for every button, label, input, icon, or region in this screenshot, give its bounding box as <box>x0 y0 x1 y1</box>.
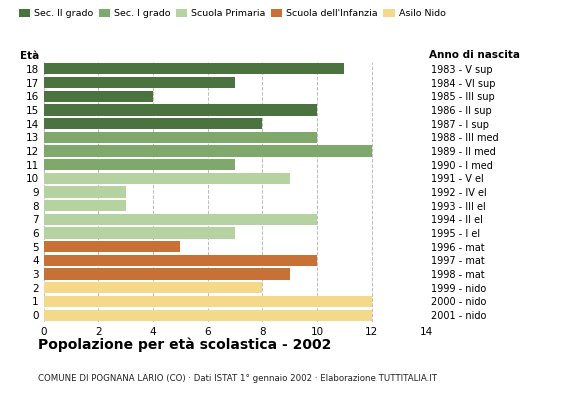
Bar <box>44 310 372 321</box>
Bar <box>44 186 125 198</box>
Bar <box>44 159 235 170</box>
Bar <box>44 63 345 74</box>
Bar <box>44 296 372 307</box>
Bar <box>44 214 317 225</box>
Bar <box>44 268 289 280</box>
Bar <box>44 77 235 88</box>
Bar <box>44 145 372 156</box>
Bar <box>44 228 235 239</box>
Text: Popolazione per età scolastica - 2002: Popolazione per età scolastica - 2002 <box>38 338 331 352</box>
Bar <box>44 104 317 116</box>
Text: Anno di nascita: Anno di nascita <box>429 50 520 60</box>
Bar <box>44 241 180 252</box>
Bar <box>44 132 317 143</box>
Bar <box>44 90 153 102</box>
Bar <box>44 118 262 129</box>
Legend: Sec. II grado, Sec. I grado, Scuola Primaria, Scuola dell'Infanzia, Asilo Nido: Sec. II grado, Sec. I grado, Scuola Prim… <box>19 9 445 18</box>
Text: Età: Età <box>20 52 39 62</box>
Bar <box>44 255 317 266</box>
Bar <box>44 282 262 294</box>
Text: COMUNE DI POGNANA LARIO (CO) · Dati ISTAT 1° gennaio 2002 · Elaborazione TUTTITA: COMUNE DI POGNANA LARIO (CO) · Dati ISTA… <box>38 374 437 383</box>
Bar <box>44 173 289 184</box>
Bar <box>44 200 125 211</box>
